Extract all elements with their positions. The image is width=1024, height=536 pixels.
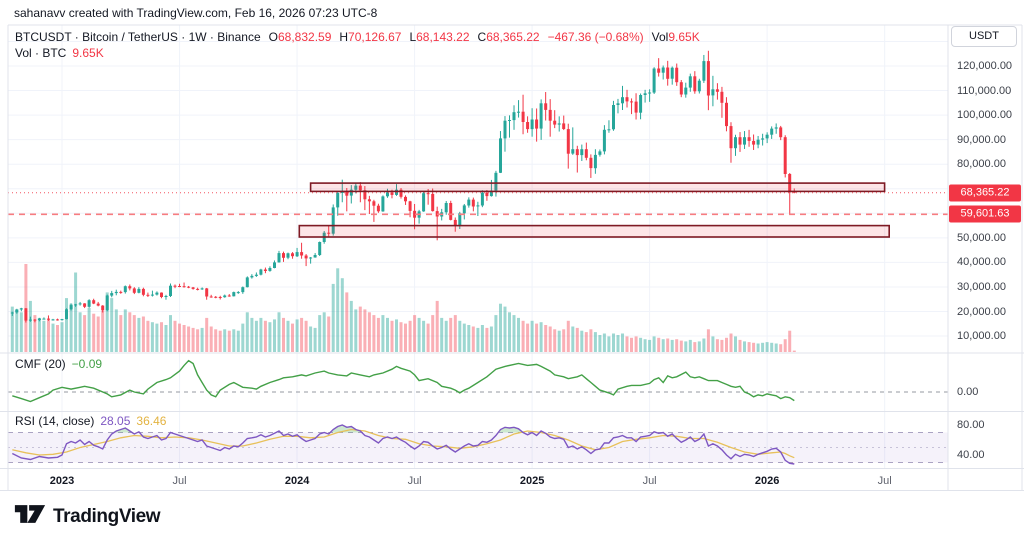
time-axis-label: 2023 [49,475,75,487]
ohlc-close: C68,365.22 [477,30,540,44]
tradingview-logo[interactable]: TradingView [14,503,161,530]
cmf-indicator-title[interactable]: CMF (20) [15,357,66,371]
price-lines[interactable] [8,192,948,216]
volume-indicator-title[interactable]: Vol · BTC [15,46,67,60]
rsi-ma-line [12,428,795,459]
rsi-line [11,424,795,465]
price-axis-label: 110,000.00 [957,84,1012,97]
volume-readout: Vol9.65K [651,30,700,44]
price-change: −467.36 (−0.68%) [547,30,644,44]
rsi-indicator-title[interactable]: RSI (14, close) [15,414,95,428]
price-zone-rectangles[interactable] [298,182,891,238]
ohlc-low: L68,143.22 [409,30,470,44]
time-axis-label: 2025 [519,475,545,487]
grid-lines [8,25,948,468]
cmf-axis-label: 0.00 [957,386,979,398]
price-axis-label: 20,000.00 [957,305,1006,318]
volume-legend-row: Vol · BTC 9.65K [15,46,104,60]
rsi-pane [8,424,948,465]
time-axis-label: Jul [172,475,187,487]
rsi-ma-value: 36.46 [136,414,167,428]
rsi-value: 28.05 [100,414,131,428]
price-axis-label: 50,000.00 [957,231,1006,244]
price-axis-label: 100,000.00 [957,109,1013,122]
watermark: sahanavv created with TradingView.com, F… [14,6,378,20]
candlesticks [10,50,796,323]
symbol-title[interactable]: BTCUSDT · Bitcoin / TetherUS · 1W · Bina… [15,30,261,44]
ohlc-open: O68,832.59 [268,30,332,44]
time-axis-label: 2026 [754,475,780,487]
time-axis-label: Jul [407,475,422,487]
time-axis-label: Jul [877,475,892,487]
price-axis-label: 10,000.00 [957,330,1006,343]
price-axis-label: 30,000.00 [957,281,1006,293]
time-axis-label: Jul [642,475,657,487]
rsi-axis-label: 40.00 [957,449,985,461]
tradingview-logo-icon [14,503,46,530]
time-axis-label: 2024 [284,475,310,487]
rsi-axis-label: 80.00 [957,419,985,431]
cmf-line [12,359,795,403]
pane-separators [0,24,1024,491]
price-axis-label: 80,000.00 [957,158,1006,171]
price-axis-label: 40,000.00 [957,256,1006,269]
price-axis-label: 120,000.00 [957,60,1013,72]
symbol-legend-row: BTCUSDT · Bitcoin / TetherUS · 1W · Bina… [15,30,700,44]
volume-value: 9.65K [72,46,104,60]
tradingview-logo-text: TradingView [53,505,161,527]
rsi-legend-row: RSI (14, close) 28.05 36.46 [15,414,166,428]
cmf-legend-row: CMF (20) −0.09 [15,357,102,371]
ohlc-high: H70,126.67 [339,30,402,44]
price-axis-label: 90,000.00 [957,133,1006,146]
volume-bars [10,264,796,352]
drawn-line-price-tag[interactable]: 59,601.63 [949,205,1021,223]
current-price-tag: 68,365.22 [949,184,1021,202]
currency-button[interactable]: USDT [951,26,1017,47]
cmf-pane [8,359,948,403]
cmf-value: −0.09 [71,357,103,371]
